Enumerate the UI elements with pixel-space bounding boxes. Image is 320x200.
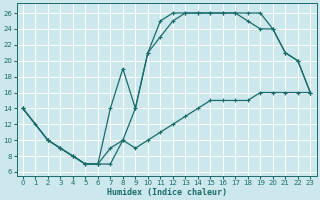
X-axis label: Humidex (Indice chaleur): Humidex (Indice chaleur): [107, 188, 227, 197]
